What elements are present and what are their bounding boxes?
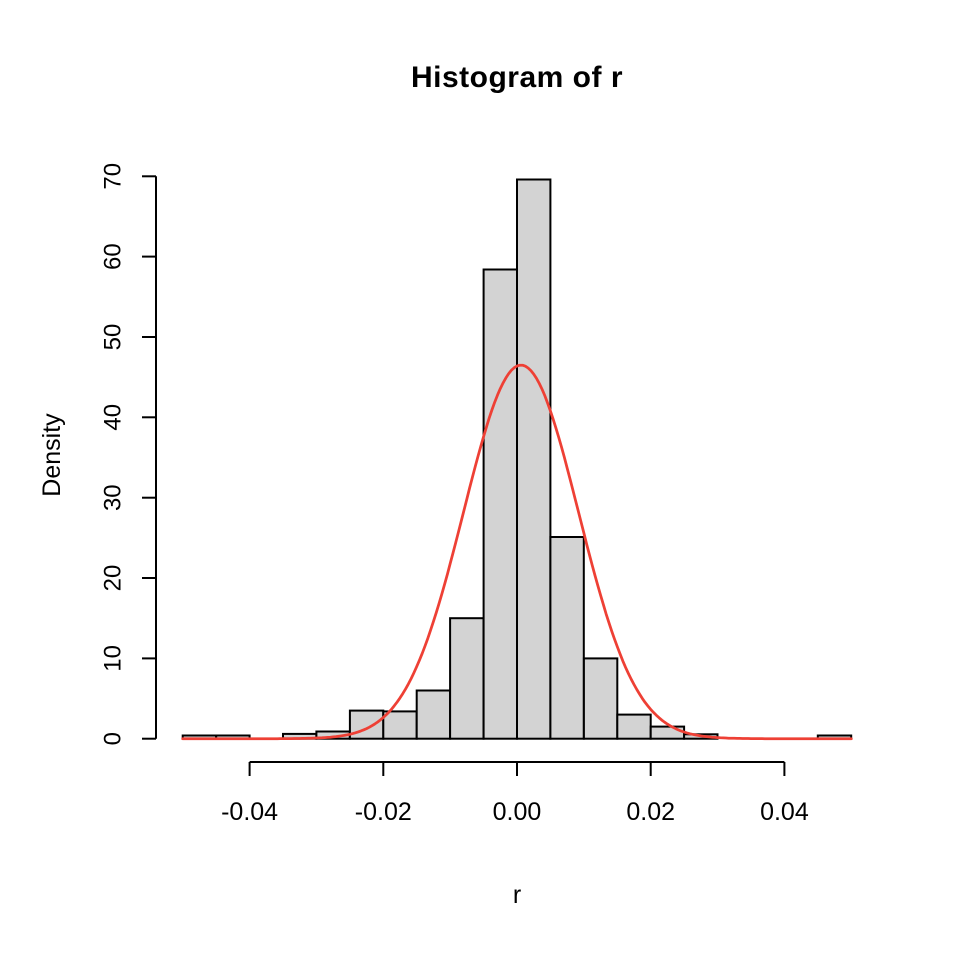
histogram-bar [649,725,686,740]
y-tick-label: 20 [99,565,126,592]
density-curve [181,363,853,741]
y-tick-label: 60 [99,243,126,270]
y-tick-label: 0 [99,732,126,745]
histogram-bar [415,689,452,740]
histogram-bar [382,710,418,740]
y-tick-label: 70 [99,163,126,190]
histogram-bar [516,178,552,740]
y-tick-label: 50 [99,324,126,351]
x-tick-label: -0.02 [355,798,412,826]
histogram-bar [582,657,619,740]
histogram-bar [482,268,519,740]
y-tick-label: 30 [99,484,126,511]
x-axis-label: r [512,881,522,909]
y-tick-label: 10 [99,645,126,672]
histogram-bar [616,713,652,740]
x-tick-label: 0.04 [760,798,809,826]
histogram-bar [549,536,585,740]
x-tick-label: 0.00 [493,798,542,826]
x-tick-label: -0.04 [221,798,278,826]
histogram-bar [449,617,485,740]
x-tick-label: 0.02 [626,798,675,826]
y-tick-label: 40 [99,404,126,431]
histogram-bar [348,709,385,740]
chart-title: Histogram of r [410,61,624,94]
